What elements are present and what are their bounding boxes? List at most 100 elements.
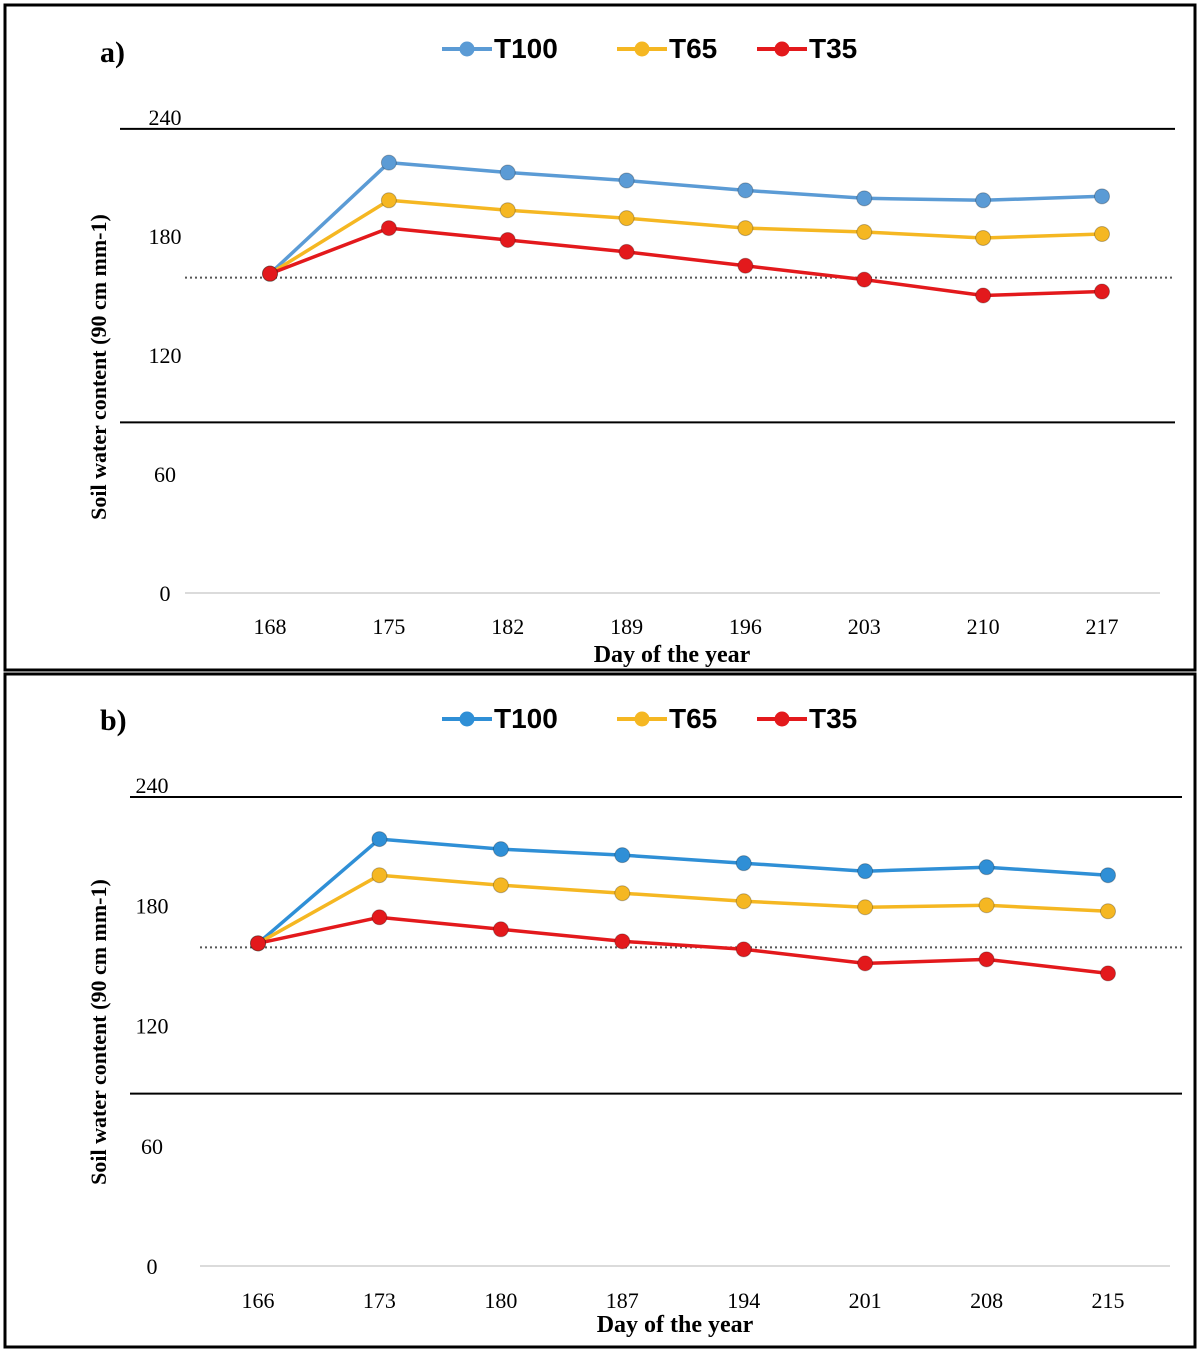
data-point-t65 <box>975 229 992 246</box>
data-point-t65 <box>857 899 874 916</box>
x-tick-label: 203 <box>848 614 881 639</box>
x-tick-label: 166 <box>242 1288 275 1313</box>
data-point-t35 <box>857 955 874 972</box>
data-point-t65 <box>614 885 631 902</box>
data-point-t35 <box>380 220 397 237</box>
data-point-t35 <box>614 933 631 950</box>
data-point-t100 <box>975 192 992 209</box>
legend-label: T65 <box>669 703 717 734</box>
data-point-t100 <box>618 172 635 189</box>
legend-marker <box>459 41 475 57</box>
data-point-t35 <box>618 243 635 260</box>
x-axis-title: Day of the year <box>594 642 751 668</box>
data-point-t100 <box>492 841 509 858</box>
x-axis-title: Day of the year <box>597 1312 754 1338</box>
legend-item-t100: T100 <box>442 703 558 734</box>
data-point-t35 <box>978 951 995 968</box>
data-point-t65 <box>1094 226 1110 243</box>
data-point-t35 <box>856 271 873 288</box>
panel-frame <box>3 3 1197 672</box>
data-point-t35 <box>735 941 752 958</box>
legend-label: T100 <box>494 703 558 734</box>
data-point-t100 <box>499 164 516 181</box>
data-point-t65 <box>618 210 635 227</box>
data-point-t35 <box>1094 283 1110 300</box>
x-tick-label: 168 <box>254 614 287 639</box>
y-tick-label: 240 <box>136 773 169 798</box>
data-point-t65 <box>492 877 509 894</box>
x-tick-label: 173 <box>363 1288 396 1313</box>
x-tick-label: 187 <box>606 1288 639 1313</box>
y-tick-label: 0 <box>147 1254 158 1279</box>
legend-marker <box>634 41 650 57</box>
y-tick-label: 60 <box>154 462 176 487</box>
x-tick-label: 217 <box>1086 614 1119 639</box>
y-tick-label: 120 <box>149 343 182 368</box>
legend-marker <box>459 711 475 727</box>
data-point-t35 <box>250 935 266 952</box>
data-point-t65 <box>856 224 873 241</box>
series-line-t100 <box>268 160 1103 275</box>
y-tick-label: 120 <box>136 1014 169 1039</box>
data-point-t65 <box>371 867 388 884</box>
data-point-t65 <box>978 897 995 914</box>
data-point-t35 <box>492 921 509 938</box>
data-point-t65 <box>380 192 397 209</box>
legend-item-t65: T65 <box>617 703 717 734</box>
data-point-t100 <box>737 182 754 199</box>
y-tick-label: 180 <box>149 224 182 249</box>
legend-item-t65: T65 <box>617 33 717 64</box>
data-point-t100 <box>371 831 388 848</box>
data-point-t100 <box>614 847 631 864</box>
legend-label: T35 <box>809 703 857 734</box>
data-point-t100 <box>735 855 752 872</box>
chart-panel-a: a) T100 T65 T35 0 60 120 180 240 168 175 182 189 196 2… <box>3 3 1197 672</box>
panel-frame <box>3 672 1197 1349</box>
legend-marker <box>774 41 790 57</box>
x-tick-label: 189 <box>610 614 643 639</box>
legend-label: T35 <box>809 33 857 64</box>
data-point-t100 <box>857 863 874 880</box>
series-line-t65 <box>257 873 1109 945</box>
legend-item-t35: T35 <box>757 33 857 64</box>
data-point-t65 <box>1100 903 1116 920</box>
series-line-t35 <box>269 226 1103 298</box>
y-tick-label: 0 <box>160 581 171 606</box>
data-point-t65 <box>737 220 754 237</box>
legend-marker <box>774 711 790 727</box>
x-tick-label: 210 <box>967 614 1000 639</box>
legend-marker <box>634 711 650 727</box>
x-tick-label: 196 <box>729 614 762 639</box>
y-tick-label: 180 <box>136 893 169 918</box>
panel-label: b) <box>100 704 127 737</box>
series-line-t35 <box>257 915 1109 976</box>
y-axis-title: Soil water content (90 cm mm-1) <box>86 214 111 520</box>
x-tick-label: 208 <box>970 1288 1003 1313</box>
legend-item-t35: T35 <box>757 703 857 734</box>
data-point-t100 <box>1094 188 1110 205</box>
data-point-t100 <box>1100 867 1116 884</box>
series-line-t65 <box>269 198 1103 276</box>
x-tick-label: 194 <box>727 1288 760 1313</box>
data-point-t35 <box>975 287 992 304</box>
data-point-t35 <box>737 257 754 274</box>
x-tick-label: 180 <box>484 1288 517 1313</box>
legend-label: T100 <box>494 33 558 64</box>
legend-label: T65 <box>669 33 717 64</box>
series-line-t100 <box>256 837 1109 945</box>
data-point-t65 <box>499 202 516 219</box>
data-point-t35 <box>499 231 516 248</box>
y-tick-label: 60 <box>141 1134 163 1159</box>
x-tick-label: 175 <box>372 614 405 639</box>
panel-label: a) <box>100 36 125 69</box>
data-point-t65 <box>735 893 752 910</box>
y-axis-title: Soil water content (90 cm mm-1) <box>86 879 111 1185</box>
legend-item-t100: T100 <box>442 33 558 64</box>
data-point-t100 <box>380 154 397 171</box>
x-tick-label: 182 <box>491 614 524 639</box>
y-tick-label: 240 <box>149 105 182 130</box>
chart-panel-b: b) T100 T65 T35 0 60 120 180 240 166 173 180 187 194 2… <box>3 672 1197 1349</box>
x-tick-label: 215 <box>1092 1288 1125 1313</box>
x-tick-label: 201 <box>849 1288 882 1313</box>
